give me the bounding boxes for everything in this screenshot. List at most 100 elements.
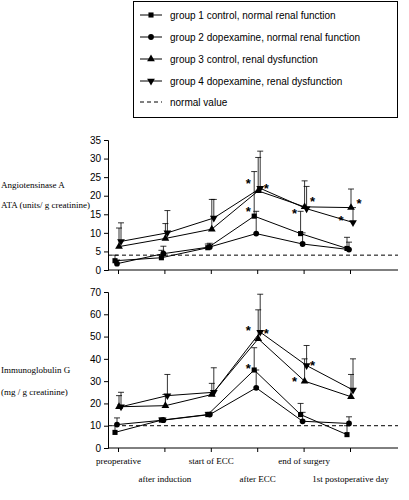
error-bar-stem (306, 345, 307, 365)
annotation: * (246, 361, 252, 376)
tick-mark (104, 359, 108, 360)
tick-mark (118, 270, 119, 274)
axis-title: (mg / g creatinine) (1, 387, 68, 397)
y-tick: 25 (90, 172, 108, 183)
legend-item: group 2 dopexamine, normal renal functio… (140, 32, 360, 43)
tick-mark (104, 251, 108, 252)
error-bar-stem (353, 359, 354, 390)
series (115, 310, 355, 409)
y-tick: 50 (90, 331, 108, 342)
normal-value-line (108, 425, 398, 426)
series-line (121, 332, 353, 407)
error-bar-cap (257, 294, 263, 295)
marker (300, 418, 306, 424)
tick-label: 35 (90, 135, 102, 146)
tick-mark (350, 448, 351, 452)
marker (344, 432, 349, 437)
marker (347, 203, 355, 210)
marker (253, 231, 259, 237)
marker (117, 405, 125, 412)
marker (301, 377, 309, 384)
tick-label: after ECC (240, 474, 276, 484)
error-bar (253, 211, 259, 233)
error-bar-cap (346, 242, 352, 243)
error-bar-cap (114, 417, 120, 418)
error-bar (257, 294, 263, 332)
annotation: * (292, 206, 298, 221)
marker (161, 417, 167, 423)
legend-label: group 4 dopexamine, renal dysfunction (170, 76, 342, 87)
error-bar-stem (167, 374, 168, 395)
tick-mark (104, 314, 108, 315)
marker (300, 241, 306, 247)
x-tick (304, 270, 305, 274)
marker (346, 421, 352, 427)
marker (164, 393, 172, 400)
tick-mark (104, 292, 108, 293)
error-bar-cap (211, 367, 217, 368)
legend-box (134, 2, 398, 118)
axis-title: Angiotensinase A (1, 180, 65, 190)
error-bar-cap (251, 347, 257, 348)
tick-mark (350, 270, 351, 274)
error-bar-cap (118, 222, 124, 223)
annotation: * (356, 196, 362, 211)
tick-label: 20 (90, 398, 102, 409)
chart-panel: 05101520253035Angiotensinase AATA (units… (1, 135, 398, 276)
marker (162, 401, 170, 408)
error-bar-stem (213, 368, 214, 393)
error-bar (251, 348, 257, 370)
tick-mark (164, 270, 165, 274)
tick-mark (104, 403, 108, 404)
series-line (117, 234, 349, 264)
error-bar (211, 368, 217, 393)
error-bar-cap (211, 199, 217, 200)
axis-title: Immunoglobulin G (1, 365, 71, 375)
tick-mark (104, 140, 108, 141)
annotation: * (310, 358, 316, 373)
y-tick: 30 (90, 153, 108, 164)
error-bar-stem (260, 151, 261, 188)
tick-label: 10 (90, 228, 102, 239)
tick-label: start of ECC (189, 456, 234, 466)
x-tick: after ECC (240, 448, 276, 484)
y-tick: 15 (90, 209, 108, 220)
error-bar-cap (302, 180, 308, 181)
error-bar-stem (254, 348, 255, 370)
error-bar-stem (306, 186, 307, 208)
error-bar (118, 223, 124, 242)
series (112, 172, 350, 264)
tick-label: 25 (90, 172, 102, 183)
legend-item: normal value (140, 97, 228, 108)
error-bar-cap (346, 416, 352, 417)
error-bar-cap (164, 374, 170, 375)
x-tick (164, 270, 165, 274)
series (115, 157, 355, 248)
error-bar (211, 199, 217, 218)
y-tick: 20 (90, 398, 108, 409)
error-bar-stem (213, 199, 214, 218)
tick-mark (211, 270, 212, 274)
annotation: * (246, 204, 252, 219)
y-tick: 0 (95, 443, 108, 454)
error-bar-cap (164, 210, 170, 211)
series-line (119, 339, 351, 407)
tick-mark (304, 448, 305, 452)
marker (117, 239, 125, 246)
tick-label: 40 (90, 354, 102, 365)
error-bar-cap (350, 207, 356, 208)
tick-mark (104, 233, 108, 234)
error-bar-cap (251, 171, 257, 172)
error-bar-stem (167, 211, 168, 233)
marker (253, 385, 259, 391)
marker (208, 225, 216, 232)
marker (161, 251, 167, 257)
annotation: * (246, 323, 252, 338)
error-bar-cap (160, 246, 166, 247)
error-bar-stem (300, 211, 301, 233)
error-bar (304, 345, 310, 365)
tick-label: 0 (95, 265, 101, 276)
chart-figure: 05101520253035Angiotensinase AATA (units… (0, 0, 409, 500)
marker (210, 390, 218, 397)
axis-line (104, 141, 109, 271)
